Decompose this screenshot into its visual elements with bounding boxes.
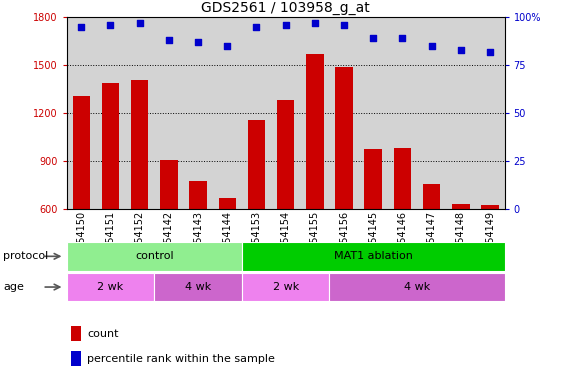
- Point: [398, 35, 407, 41]
- Bar: [364, 149, 382, 305]
- Text: 2 wk: 2 wk: [273, 282, 299, 292]
- Bar: [67, 273, 154, 301]
- Point: [164, 37, 173, 43]
- Bar: [219, 198, 236, 305]
- Bar: [277, 101, 295, 305]
- Text: control: control: [135, 251, 173, 262]
- Point: [106, 22, 115, 28]
- Text: MAT1 ablation: MAT1 ablation: [334, 251, 412, 262]
- Title: GDS2561 / 103958_g_at: GDS2561 / 103958_g_at: [201, 1, 370, 15]
- Point: [485, 49, 495, 55]
- Text: protocol: protocol: [3, 251, 48, 262]
- Bar: [67, 242, 242, 271]
- Bar: [71, 326, 81, 341]
- Point: [135, 20, 144, 26]
- Bar: [242, 273, 329, 301]
- Bar: [423, 184, 440, 305]
- Text: percentile rank within the sample: percentile rank within the sample: [87, 354, 275, 364]
- Point: [77, 24, 86, 30]
- Bar: [160, 161, 177, 305]
- Text: count: count: [87, 329, 119, 339]
- Text: 4 wk: 4 wk: [185, 282, 211, 292]
- Point: [427, 43, 436, 49]
- Bar: [335, 67, 353, 305]
- Point: [193, 39, 203, 45]
- Bar: [72, 96, 90, 305]
- Text: 2 wk: 2 wk: [97, 282, 124, 292]
- Bar: [242, 242, 505, 271]
- Point: [456, 47, 466, 53]
- Point: [252, 24, 261, 30]
- Point: [281, 22, 291, 28]
- Text: 4 wk: 4 wk: [404, 282, 430, 292]
- Bar: [394, 148, 411, 305]
- Bar: [154, 273, 242, 301]
- Bar: [131, 80, 148, 305]
- Point: [223, 43, 232, 49]
- Bar: [452, 204, 470, 305]
- Bar: [189, 181, 207, 305]
- Bar: [102, 83, 119, 305]
- Bar: [329, 273, 505, 301]
- Point: [310, 20, 320, 26]
- Bar: [306, 54, 324, 305]
- Text: age: age: [3, 282, 24, 292]
- Point: [339, 22, 349, 28]
- Bar: [481, 205, 499, 305]
- Bar: [71, 351, 81, 366]
- Bar: [248, 121, 265, 305]
- Point: [369, 35, 378, 41]
